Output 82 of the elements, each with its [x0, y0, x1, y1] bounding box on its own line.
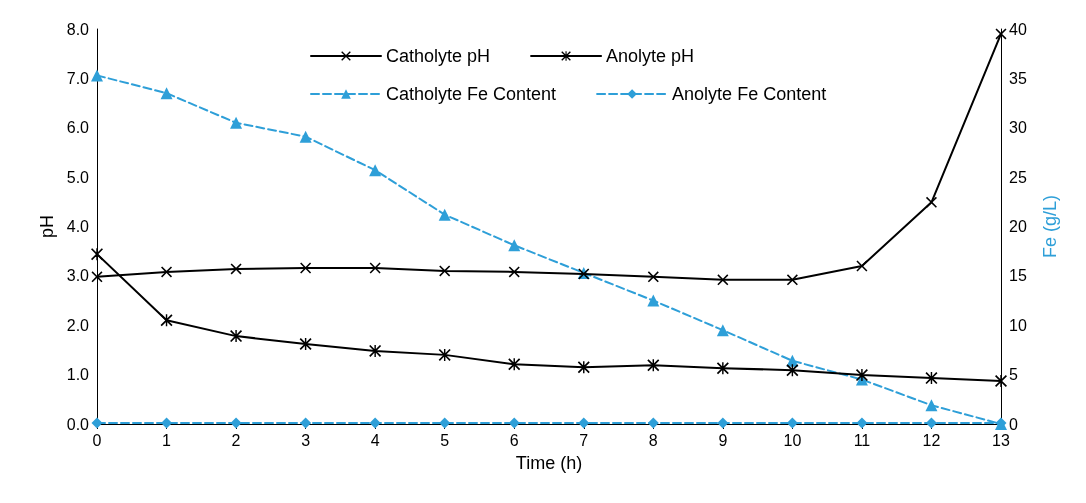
point [369, 344, 382, 357]
legend-label: Anolyte Fe Content [672, 84, 827, 104]
x-tick-label: 11 [853, 431, 871, 449]
point [508, 358, 521, 371]
legend-label: Catholyte pH [386, 46, 491, 66]
point [369, 164, 382, 177]
y2-tick-label: 0 [1009, 415, 1018, 433]
point [369, 417, 381, 429]
y2-tick-label: 35 [1009, 69, 1027, 87]
point [91, 271, 103, 283]
point [856, 260, 868, 272]
point [91, 417, 103, 429]
x-tick-label: 8 [648, 431, 658, 449]
y-tick-label: 2.0 [66, 316, 90, 334]
x-tick-label: 10 [783, 431, 802, 449]
point [925, 399, 938, 412]
y-tick-label: 3.0 [66, 267, 90, 285]
y-tick-label: 8.0 [66, 20, 90, 38]
point [716, 324, 729, 337]
point [91, 248, 103, 261]
point [925, 196, 937, 208]
y-tick-label: 6.0 [66, 119, 90, 137]
point [230, 330, 243, 343]
point [299, 130, 312, 143]
point [161, 266, 173, 278]
point [717, 274, 729, 286]
y-tick-label: 7.0 [66, 69, 90, 87]
point [995, 375, 1007, 388]
y2-axis-title: Fe (g/L) [1040, 194, 1060, 259]
legend-label: Anolyte pH [606, 46, 695, 66]
y2-tick-label: 15 [1009, 267, 1027, 285]
x-tick-label: 3 [301, 431, 311, 449]
point [300, 417, 312, 429]
x-tick-label: 13 [992, 431, 1010, 449]
point [786, 274, 798, 286]
point [855, 369, 868, 382]
x-tick-label: 2 [231, 431, 241, 449]
x-tick-label: 6 [509, 431, 519, 449]
y-tick-label: 1.0 [66, 366, 90, 384]
x-tick-label: 1 [162, 431, 172, 449]
y-tick-label: 4.0 [66, 218, 90, 235]
point [508, 266, 520, 278]
point [508, 239, 521, 252]
point [508, 417, 520, 429]
y2-tick-label: 40 [1009, 20, 1027, 38]
point [995, 28, 1007, 40]
point [230, 263, 242, 275]
x-tick-label: 4 [370, 431, 380, 449]
point [647, 359, 660, 372]
point [647, 271, 659, 283]
y2-tick-label: 25 [1009, 168, 1027, 186]
x-tick-label: 5 [440, 431, 450, 449]
point [439, 265, 451, 277]
point [230, 417, 242, 429]
legend-label: Catholyte Fe Content [386, 84, 557, 104]
point [160, 87, 173, 100]
point [438, 348, 451, 361]
y-tick-label: 5.0 [66, 168, 90, 186]
point [369, 262, 381, 274]
point [230, 116, 243, 129]
x-tick-label: 12 [922, 431, 941, 449]
y2-tick-label: 10 [1009, 316, 1027, 334]
point [716, 362, 729, 375]
point [647, 417, 659, 429]
point [160, 314, 173, 327]
point [300, 262, 312, 274]
y-axis-title: pH [36, 214, 57, 239]
x-tick-label: 9 [718, 431, 728, 449]
point [578, 417, 590, 429]
point [438, 208, 451, 221]
y-tick-label: 0.0 [66, 415, 90, 433]
x-tick-label: 7 [579, 431, 589, 449]
y2-tick-label: 30 [1009, 119, 1027, 137]
point [577, 361, 590, 374]
y2-tick-label: 20 [1009, 218, 1027, 235]
point [91, 69, 103, 82]
y2-tick-label: 5 [1009, 366, 1018, 384]
x-axis-title: Time (h) [515, 453, 583, 473]
point [717, 417, 729, 429]
point [647, 294, 660, 307]
x-tick-label: 0 [92, 431, 102, 449]
point [856, 417, 868, 429]
